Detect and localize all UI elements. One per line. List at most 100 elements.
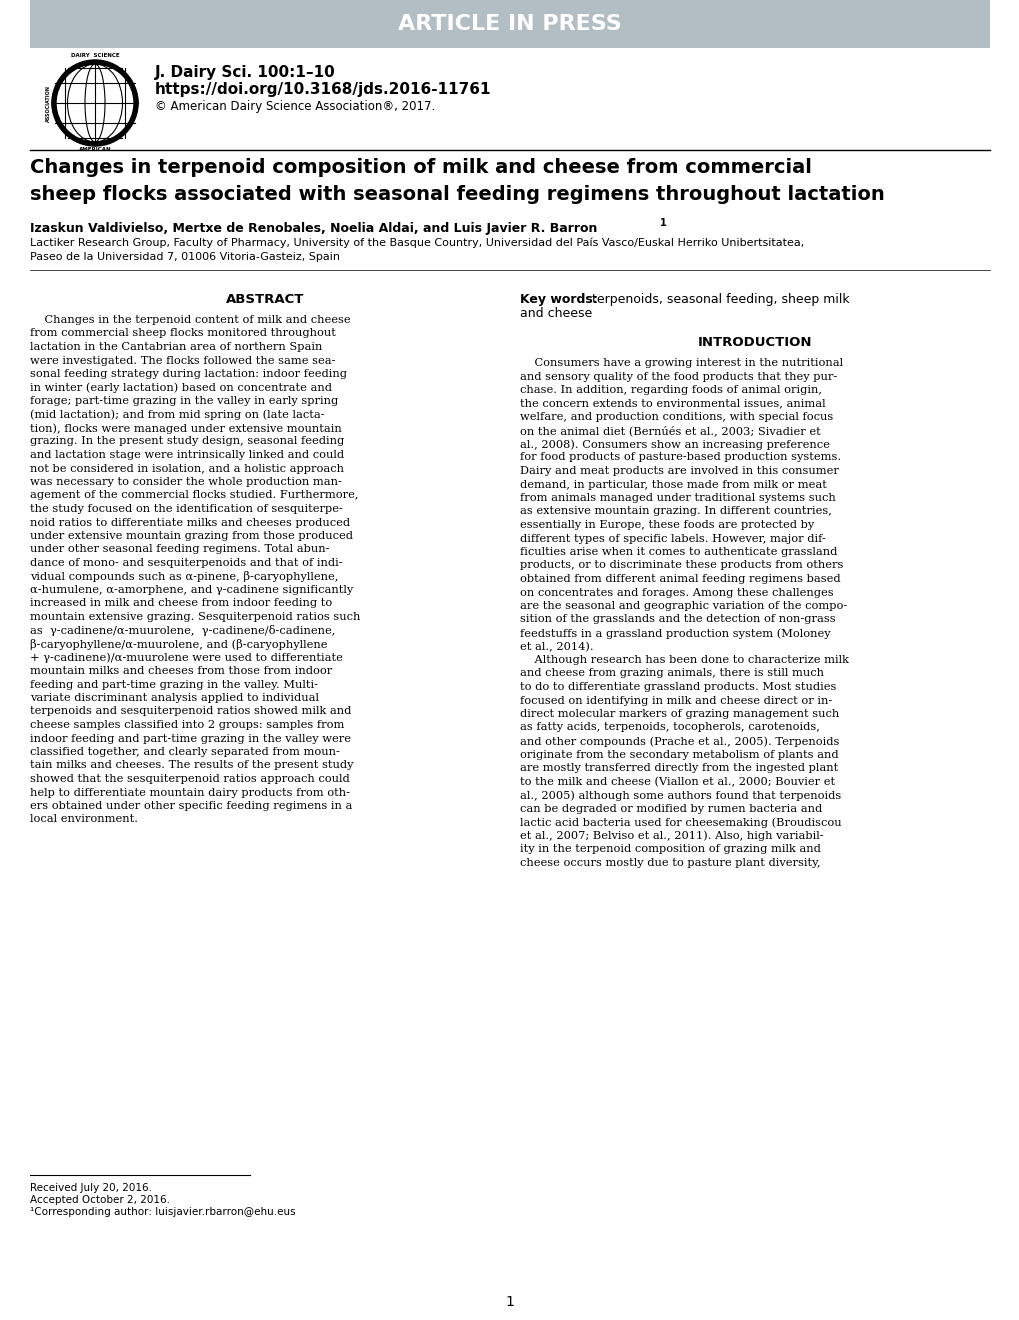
- Text: lactation in the Cantabrian area of northern Spain: lactation in the Cantabrian area of nort…: [30, 342, 322, 352]
- Text: under other seasonal feeding regimens. Total abun-: under other seasonal feeding regimens. T…: [30, 544, 329, 554]
- Bar: [30, 0, 989, 48]
- Text: INTRODUCTION: INTRODUCTION: [697, 337, 811, 348]
- Text: and lactation stage were intrinsically linked and could: and lactation stage were intrinsically l…: [30, 450, 343, 459]
- Text: Changes in the terpenoid content of milk and cheese: Changes in the terpenoid content of milk…: [30, 315, 351, 325]
- Text: sonal feeding strategy during lactation: indoor feeding: sonal feeding strategy during lactation:…: [30, 370, 346, 379]
- Text: are the seasonal and geographic variation of the compo-: are the seasonal and geographic variatio…: [520, 601, 847, 611]
- Text: ABSTRACT: ABSTRACT: [225, 293, 304, 306]
- Text: agement of the commercial flocks studied. Furthermore,: agement of the commercial flocks studied…: [30, 491, 358, 500]
- Text: obtained from different animal feeding regimens based: obtained from different animal feeding r…: [520, 574, 840, 583]
- Text: https://doi.org/10.3168/jds.2016-11761: https://doi.org/10.3168/jds.2016-11761: [155, 82, 491, 96]
- Text: DAIRY  SCIENCE: DAIRY SCIENCE: [70, 53, 119, 58]
- Text: α-humulene, α-amorphene, and γ-cadinene significantly: α-humulene, α-amorphene, and γ-cadinene …: [30, 585, 353, 595]
- Text: in winter (early lactation) based on concentrate and: in winter (early lactation) based on con…: [30, 383, 331, 393]
- Text: al., 2005) although some authors found that terpenoids: al., 2005) although some authors found t…: [520, 789, 841, 800]
- Text: ASSOCIATION: ASSOCIATION: [46, 84, 51, 121]
- Text: ¹Corresponding author: luisjavier.rbarron@ehu.eus: ¹Corresponding author: luisjavier.rbarro…: [30, 1206, 296, 1217]
- Text: terpenoids and sesquiterpenoid ratios showed milk and: terpenoids and sesquiterpenoid ratios sh…: [30, 706, 351, 717]
- Text: Key words:: Key words:: [520, 293, 597, 306]
- Text: are mostly transferred directly from the ingested plant: are mostly transferred directly from the…: [520, 763, 838, 774]
- Text: chase. In addition, regarding foods of animal origin,: chase. In addition, regarding foods of a…: [520, 385, 821, 395]
- Text: ARTICLE IN PRESS: ARTICLE IN PRESS: [397, 15, 622, 34]
- Text: welfare, and production conditions, with special focus: welfare, and production conditions, with…: [520, 412, 833, 422]
- Text: the concern extends to environmental issues, animal: the concern extends to environmental iss…: [520, 399, 824, 408]
- Text: under extensive mountain grazing from those produced: under extensive mountain grazing from th…: [30, 531, 353, 541]
- Text: Accepted October 2, 2016.: Accepted October 2, 2016.: [30, 1195, 170, 1205]
- Text: and cheese: and cheese: [520, 308, 592, 319]
- Text: 1: 1: [659, 218, 666, 228]
- Text: β-caryophyllene/α-muurolene, and (β-caryophyllene: β-caryophyllene/α-muurolene, and (β-cary…: [30, 639, 327, 649]
- Text: and other compounds (Prache et al., 2005). Terpenoids: and other compounds (Prache et al., 2005…: [520, 737, 839, 747]
- Circle shape: [52, 59, 138, 147]
- Text: grazing. In the present study design, seasonal feeding: grazing. In the present study design, se…: [30, 437, 344, 446]
- Text: and cheese from grazing animals, there is still much: and cheese from grazing animals, there i…: [520, 668, 823, 678]
- Text: + γ-cadinene)/α-muurolene were used to differentiate: + γ-cadinene)/α-muurolene were used to d…: [30, 652, 342, 663]
- Text: Izaskun Valdivielso, Mertxe de Renobales, Noelia Aldai, and Luis Javier R. Barro: Izaskun Valdivielso, Mertxe de Renobales…: [30, 222, 597, 235]
- Text: different types of specific labels. However, major dif-: different types of specific labels. Howe…: [520, 533, 825, 544]
- Text: local environment.: local environment.: [30, 814, 138, 825]
- Text: as  γ-cadinene/α-muurolene,  γ-cadinene/δ-cadinene,: as γ-cadinene/α-muurolene, γ-cadinene/δ-…: [30, 626, 335, 636]
- Text: noid ratios to differentiate milks and cheeses produced: noid ratios to differentiate milks and c…: [30, 517, 350, 528]
- Text: originate from the secondary metabolism of plants and: originate from the secondary metabolism …: [520, 750, 838, 759]
- Text: to do to differentiate grassland products. Most studies: to do to differentiate grassland product…: [520, 682, 836, 692]
- Text: sition of the grasslands and the detection of non-grass: sition of the grasslands and the detecti…: [520, 615, 835, 624]
- Text: variate discriminant analysis applied to individual: variate discriminant analysis applied to…: [30, 693, 319, 704]
- Text: Changes in terpenoid composition of milk and cheese from commercial: Changes in terpenoid composition of milk…: [30, 158, 811, 177]
- Text: products, or to discriminate these products from others: products, or to discriminate these produ…: [520, 561, 843, 570]
- Text: increased in milk and cheese from indoor feeding to: increased in milk and cheese from indoor…: [30, 598, 332, 609]
- Text: 1: 1: [505, 1295, 514, 1309]
- Text: help to differentiate mountain dairy products from oth-: help to differentiate mountain dairy pro…: [30, 788, 350, 797]
- Text: vidual compounds such as α-pinene, β-caryophyllene,: vidual compounds such as α-pinene, β-car…: [30, 572, 338, 582]
- Text: on the animal diet (Bernúés et al., 2003; Sivadier et: on the animal diet (Bernúés et al., 2003…: [520, 425, 820, 437]
- Text: et al., 2007; Belviso et al., 2011). Also, high variabil-: et al., 2007; Belviso et al., 2011). Als…: [520, 830, 822, 841]
- Text: cheese samples classified into 2 groups: samples from: cheese samples classified into 2 groups:…: [30, 719, 344, 730]
- Text: terpenoids, seasonal feeding, sheep milk: terpenoids, seasonal feeding, sheep milk: [587, 293, 849, 306]
- Text: can be degraded or modified by rumen bacteria and: can be degraded or modified by rumen bac…: [520, 804, 821, 813]
- Text: and sensory quality of the food products that they pur-: and sensory quality of the food products…: [520, 371, 837, 381]
- Text: Although research has been done to characterize milk: Although research has been done to chara…: [520, 655, 848, 665]
- Text: © American Dairy Science Association®, 2017.: © American Dairy Science Association®, 2…: [155, 100, 435, 114]
- Text: from commercial sheep flocks monitored throughout: from commercial sheep flocks monitored t…: [30, 329, 335, 338]
- Text: Lactiker Research Group, Faculty of Pharmacy, University of the Basque Country, : Lactiker Research Group, Faculty of Phar…: [30, 238, 803, 248]
- Text: feeding and part-time grazing in the valley. Multi-: feeding and part-time grazing in the val…: [30, 680, 318, 689]
- Text: Paseo de la Universidad 7, 01006 Vitoria-Gasteiz, Spain: Paseo de la Universidad 7, 01006 Vitoria…: [30, 252, 339, 261]
- Text: AMERICAN: AMERICAN: [78, 147, 111, 152]
- Circle shape: [56, 63, 133, 143]
- Text: focused on identifying in milk and cheese direct or in-: focused on identifying in milk and chees…: [520, 696, 832, 705]
- Text: indoor feeding and part-time grazing in the valley were: indoor feeding and part-time grazing in …: [30, 734, 351, 743]
- Text: demand, in particular, those made from milk or meat: demand, in particular, those made from m…: [520, 479, 826, 490]
- Text: essentially in Europe, these foods are protected by: essentially in Europe, these foods are p…: [520, 520, 813, 531]
- Text: sheep flocks associated with seasonal feeding regimens throughout lactation: sheep flocks associated with seasonal fe…: [30, 185, 883, 205]
- Text: the study focused on the identification of sesquiterpe-: the study focused on the identification …: [30, 504, 342, 513]
- Text: from animals managed under traditional systems such: from animals managed under traditional s…: [520, 492, 835, 503]
- Text: ficulties arise when it comes to authenticate grassland: ficulties arise when it comes to authent…: [520, 546, 837, 557]
- Text: tion), flocks were managed under extensive mountain: tion), flocks were managed under extensi…: [30, 422, 341, 433]
- Text: (mid lactation); and from mid spring on (late lacta-: (mid lactation); and from mid spring on …: [30, 409, 324, 420]
- Text: ity in the terpenoid composition of grazing milk and: ity in the terpenoid composition of graz…: [520, 843, 820, 854]
- Text: was necessary to consider the whole production man-: was necessary to consider the whole prod…: [30, 477, 341, 487]
- Text: et al., 2014).: et al., 2014).: [520, 642, 593, 652]
- Text: as fatty acids, terpenoids, tocopherols, carotenoids,: as fatty acids, terpenoids, tocopherols,…: [520, 722, 819, 733]
- Text: J. Dairy Sci. 100:1–10: J. Dairy Sci. 100:1–10: [155, 65, 335, 81]
- Text: feedstuffs in a grassland production system (Moloney: feedstuffs in a grassland production sys…: [520, 628, 829, 639]
- Text: to the milk and cheese (Viallon et al., 2000; Bouvier et: to the milk and cheese (Viallon et al., …: [520, 776, 835, 787]
- Text: as extensive mountain grazing. In different countries,: as extensive mountain grazing. In differ…: [520, 507, 832, 516]
- Text: classified together, and clearly separated from moun-: classified together, and clearly separat…: [30, 747, 339, 756]
- Text: Dairy and meat products are involved in this consumer: Dairy and meat products are involved in …: [520, 466, 838, 477]
- Text: Received July 20, 2016.: Received July 20, 2016.: [30, 1183, 152, 1193]
- Text: lactic acid bacteria used for cheesemaking (Broudiscou: lactic acid bacteria used for cheesemaki…: [520, 817, 841, 828]
- Text: on concentrates and forages. Among these challenges: on concentrates and forages. Among these…: [520, 587, 833, 598]
- Text: were investigated. The flocks followed the same sea-: were investigated. The flocks followed t…: [30, 355, 335, 366]
- Text: not be considered in isolation, and a holistic approach: not be considered in isolation, and a ho…: [30, 463, 343, 474]
- Text: mountain extensive grazing. Sesquiterpenoid ratios such: mountain extensive grazing. Sesquiterpen…: [30, 612, 360, 622]
- Text: al., 2008). Consumers show an increasing preference: al., 2008). Consumers show an increasing…: [520, 440, 829, 450]
- Text: tain milks and cheeses. The results of the present study: tain milks and cheeses. The results of t…: [30, 760, 354, 771]
- Text: mountain milks and cheeses from those from indoor: mountain milks and cheeses from those fr…: [30, 667, 332, 676]
- Text: direct molecular markers of grazing management such: direct molecular markers of grazing mana…: [520, 709, 839, 719]
- Text: for food products of pasture-based production systems.: for food products of pasture-based produ…: [520, 453, 841, 462]
- Text: forage; part-time grazing in the valley in early spring: forage; part-time grazing in the valley …: [30, 396, 338, 407]
- Text: cheese occurs mostly due to pasture plant diversity,: cheese occurs mostly due to pasture plan…: [520, 858, 820, 867]
- Text: dance of mono- and sesquiterpenoids and that of indi-: dance of mono- and sesquiterpenoids and …: [30, 558, 342, 568]
- Text: showed that the sesquiterpenoid ratios approach could: showed that the sesquiterpenoid ratios a…: [30, 774, 350, 784]
- Text: ers obtained under other specific feeding regimens in a: ers obtained under other specific feedin…: [30, 801, 352, 810]
